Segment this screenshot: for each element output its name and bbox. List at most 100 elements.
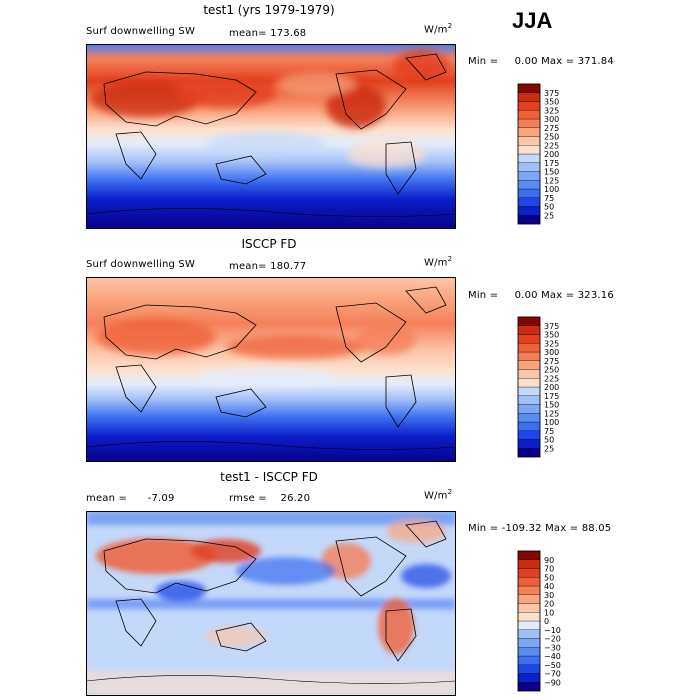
colorbar-swatch — [517, 629, 541, 639]
panel-1-max-value: 371.84 — [577, 56, 614, 67]
colorbar-tick-label: 325 — [544, 339, 559, 348]
panel-2-colorbar: 2550751001251501752002252502753003253503… — [517, 316, 559, 458]
colorbar-swatch — [517, 145, 541, 155]
panel-1-mean-value: 173.68 — [270, 28, 307, 39]
panel-2-title: ISCCP FD — [241, 237, 297, 251]
panel-2-mean-label: mean= — [229, 261, 267, 272]
colorbar-tick-label: −40 — [544, 652, 561, 661]
panel-3-rmse-value: 26.20 — [280, 493, 311, 504]
panel-3-units: W/m2 — [424, 488, 452, 501]
panel-2-max-label: Max = — [541, 290, 575, 301]
colorbar-swatch — [517, 360, 541, 370]
colorbar-tick-label: 25 — [544, 444, 554, 453]
colorbar-swatch — [517, 395, 541, 405]
colorbar-swatch — [517, 351, 541, 361]
colorbar-swatch — [517, 559, 541, 569]
panel-1-min-label: Min = — [468, 56, 499, 67]
panel-3-min-label: Min = — [468, 523, 499, 534]
colorbar-tick-label: 50 — [544, 573, 554, 582]
panel-3-rmse-label: rmse = — [229, 493, 267, 504]
panel-1-mean: mean= 173.68 — [229, 28, 306, 39]
panel-2-mean-value: 180.77 — [270, 261, 307, 272]
colorbar-swatch — [517, 655, 541, 665]
panel-2-max-value: 323.16 — [577, 290, 614, 301]
colorbar-swatch — [517, 378, 541, 388]
panel-2-variable-label: Surf downwelling SW — [86, 259, 196, 270]
colorbar-tick-label: −70 — [544, 670, 561, 679]
colorbar-tick-label: −20 — [544, 635, 561, 644]
panel-3-rmse: rmse = 26.20 — [229, 493, 310, 504]
panel-2-min-value: 0.00 — [514, 290, 538, 301]
panel-3-mean: mean = -7.09 — [86, 493, 175, 504]
panel-2-units-exp: 2 — [447, 255, 453, 263]
panel-2-map — [86, 277, 456, 462]
colorbar-tick-label: −50 — [544, 661, 561, 670]
colorbar-swatch — [517, 171, 541, 181]
colorbar-tick-label: 125 — [544, 409, 559, 418]
colorbar-swatch — [517, 369, 541, 379]
panel-1-colorbar: 2550751001251501752002252502753003253503… — [517, 83, 559, 225]
colorbar-swatch — [517, 577, 541, 587]
panel-1-title: test1 (yrs 1979-1979) — [203, 3, 335, 17]
colorbar-tick-label: 250 — [544, 366, 559, 375]
colorbar-swatch — [517, 620, 541, 630]
colorbar-tick-label: 100 — [544, 185, 559, 194]
colorbar-tick-label: 200 — [544, 150, 559, 159]
panel-3-min-value: -109.32 — [501, 523, 542, 534]
colorbar-swatch — [517, 215, 541, 225]
panel-2-units: W/m2 — [424, 255, 452, 268]
colorbar-swatch — [517, 206, 541, 216]
colorbar-tick-label: 325 — [544, 106, 559, 115]
colorbar-tick-label: 0 — [544, 617, 549, 626]
colorbar-tick-label: 150 — [544, 401, 559, 410]
colorbar-tick-label: −30 — [544, 643, 561, 652]
panel-2-mean: mean= 180.77 — [229, 261, 306, 272]
panel-3-minmax: Min = -109.32 Max = 88.05 — [468, 523, 611, 534]
colorbar-tick-label: 50 — [544, 203, 554, 212]
colorbar-swatch — [517, 343, 541, 353]
panel-2-min-label: Min = — [468, 290, 499, 301]
colorbar-tick-label: 40 — [544, 582, 554, 591]
colorbar-tick-label: 250 — [544, 133, 559, 142]
colorbar-tick-label: 25 — [544, 211, 554, 220]
panel-2-units-text: W/m — [424, 257, 448, 269]
colorbar-swatch — [517, 83, 541, 93]
colorbar-tick-label: 300 — [544, 115, 559, 124]
colorbar-tick-label: 20 — [544, 600, 554, 609]
colorbar-swatch — [517, 101, 541, 111]
panel-3-map — [86, 511, 456, 696]
colorbar-tick-label: 350 — [544, 98, 559, 107]
colorbar-swatch — [517, 162, 541, 172]
colorbar-swatch — [517, 110, 541, 120]
colorbar-tick-label: 175 — [544, 159, 559, 168]
colorbar-swatch — [517, 92, 541, 102]
colorbar-swatch — [517, 647, 541, 657]
colorbar-tick-label: 150 — [544, 168, 559, 177]
panel-2-minmax: Min = 0.00 Max = 323.16 — [468, 290, 614, 301]
panel-1-minmax: Min = 0.00 Max = 371.84 — [468, 56, 614, 67]
panel-3-units-exp: 2 — [447, 488, 453, 496]
colorbar-tick-label: 375 — [544, 322, 559, 331]
colorbar-swatch — [517, 682, 541, 692]
panel-3-units-text: W/m — [424, 490, 448, 502]
colorbar-swatch — [517, 413, 541, 423]
colorbar-tick-label: 225 — [544, 141, 559, 150]
panel-1-min-value: 0.00 — [514, 56, 538, 67]
colorbar-tick-label: 175 — [544, 392, 559, 401]
colorbar-tick-label: 275 — [544, 124, 559, 133]
colorbar-swatch — [517, 638, 541, 648]
colorbar-swatch — [517, 404, 541, 414]
colorbar-frame — [517, 550, 541, 692]
colorbar-tick-label: 75 — [544, 427, 554, 436]
colorbar-swatch — [517, 603, 541, 613]
colorbar-swatch — [517, 136, 541, 146]
colorbar-frame — [517, 83, 541, 225]
panel-1-mean-label: mean= — [229, 28, 267, 39]
colorbar-swatch — [517, 664, 541, 674]
colorbar-tick-label: 375 — [544, 89, 559, 98]
colorbar-tick-label: 50 — [544, 436, 554, 445]
panel-3-title: test1 - ISCCP FD — [220, 470, 318, 484]
colorbar-tick-label: −10 — [544, 626, 561, 635]
colorbar-swatch — [517, 421, 541, 431]
colorbar-swatch — [517, 585, 541, 595]
